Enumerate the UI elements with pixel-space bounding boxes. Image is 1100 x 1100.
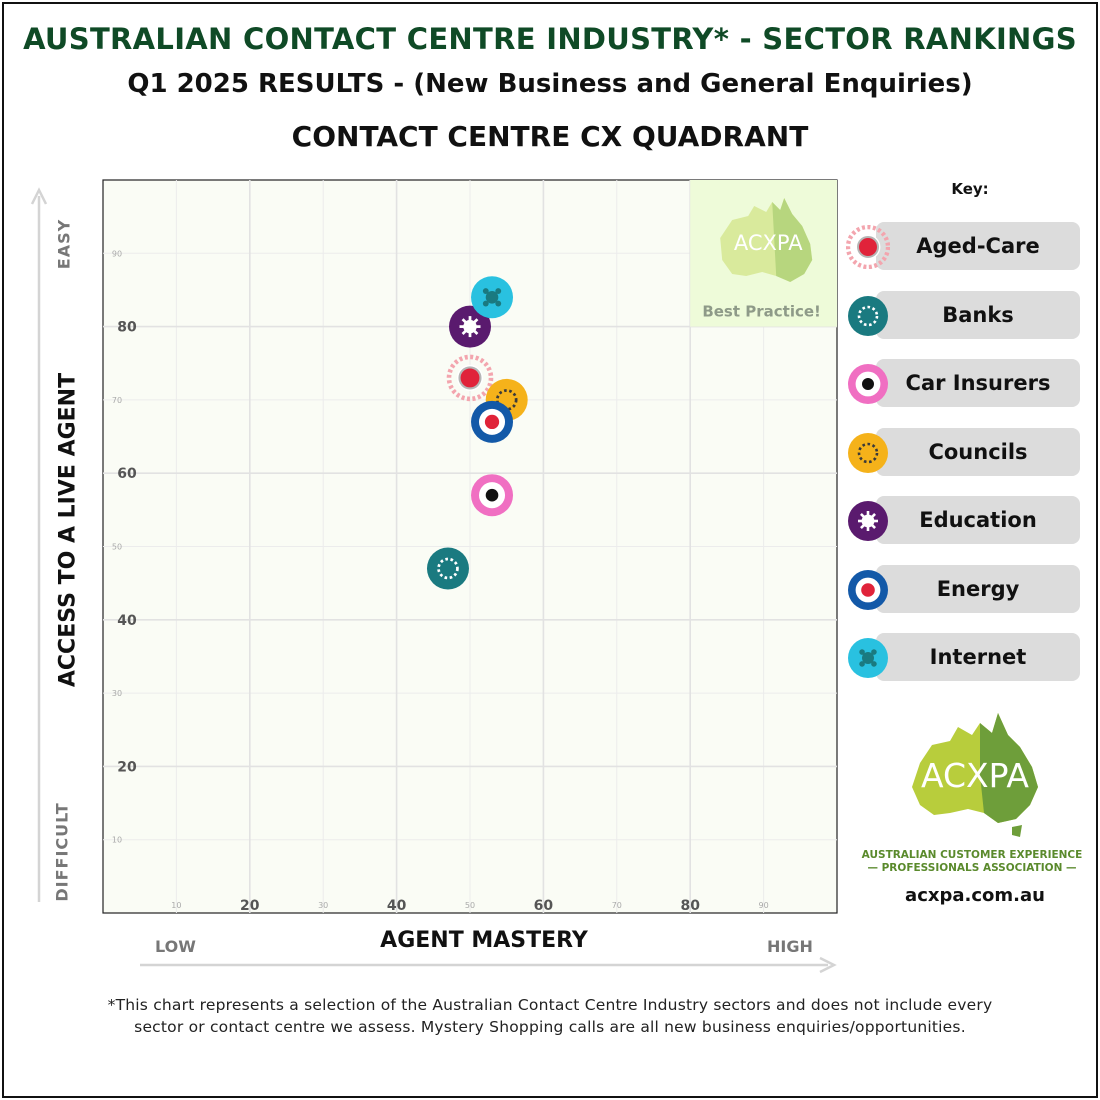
acxpa-logo: ACXPA xyxy=(912,713,1038,837)
legend-pill xyxy=(876,427,1080,476)
legend-label: Car Insurers xyxy=(905,371,1051,395)
y-minor-tick-label: 90 xyxy=(112,249,122,258)
data-point-aged-care xyxy=(446,354,494,402)
legend-pill xyxy=(876,633,1080,681)
best-practice-logo-text: ACXPA xyxy=(734,231,803,255)
chart-subtitle: Q1 2025 RESULTS - (New Business and Gene… xyxy=(127,69,973,99)
data-point-banks xyxy=(426,547,469,590)
internet-icon-shape xyxy=(848,638,888,678)
aged-care-icon-shape xyxy=(846,225,890,269)
best-practice-label: Best Practice! xyxy=(702,303,821,321)
organisation-name: AUSTRALIAN CUSTOMER EXPERIENCE — PROFESS… xyxy=(861,849,1083,874)
chart-title: AUSTRALIAN CONTACT CENTRE INDUSTRY* - SE… xyxy=(23,22,1077,56)
y-tick-label: 80 xyxy=(117,320,137,336)
legend-item: Education xyxy=(846,496,1082,546)
legend-item: Aged-Care xyxy=(846,222,1082,272)
chart-heading: CONTACT CENTRE CX QUADRANT xyxy=(291,120,809,153)
x-axis-low-label: LOW xyxy=(155,937,196,956)
internet-icon xyxy=(848,638,888,678)
x-tick-label: 20 xyxy=(240,898,260,914)
banks-icon xyxy=(848,295,888,336)
best-practice-map-icon xyxy=(720,198,813,282)
education-icon xyxy=(848,501,888,541)
legend-label: Internet xyxy=(929,645,1027,669)
y-axis-easy-label: EASY xyxy=(54,218,74,270)
councils-icon-shape xyxy=(848,432,888,473)
legend-item: Councils xyxy=(846,427,1082,478)
data-point-education xyxy=(449,305,491,348)
legend-label: Banks xyxy=(942,302,1014,327)
y-minor-tick-label: 30 xyxy=(112,689,122,698)
aged-care-icon xyxy=(846,225,890,269)
x-axis-label: AGENT MASTERY xyxy=(380,928,588,953)
legend-label: Councils xyxy=(928,439,1028,464)
x-tick-label: 40 xyxy=(387,898,407,914)
councils-icon xyxy=(848,432,888,473)
y-minor-tick-label: 10 xyxy=(112,836,122,845)
legend-pill xyxy=(876,564,1080,613)
x-minor-tick-label: 10 xyxy=(171,901,181,910)
best-practice-map-shade xyxy=(772,198,813,282)
energy-icon-shape xyxy=(848,569,888,610)
data-point-energy xyxy=(471,400,514,443)
data-point-internet xyxy=(471,276,514,319)
education-icon-shape xyxy=(848,501,888,541)
y-axis-difficult-label: DIFFICULT xyxy=(52,802,72,902)
y-axis-label: ACCESS TO A LIVE AGENT xyxy=(55,372,81,688)
x-axis-high-label: HIGH xyxy=(767,937,813,956)
x-tick-label: 60 xyxy=(534,898,554,914)
car-insurers-icon xyxy=(848,364,888,404)
x-minor-tick-label: 70 xyxy=(612,901,622,910)
legend-item: Car Insurers xyxy=(846,359,1082,409)
legend-item: Internet xyxy=(846,633,1082,683)
x-minor-tick-label: 50 xyxy=(465,901,475,910)
legend-pill xyxy=(876,496,1080,544)
energy-icon xyxy=(848,569,888,610)
legend-item: Banks xyxy=(846,290,1082,341)
y-minor-tick-label: 50 xyxy=(112,543,122,552)
legend-label: Energy xyxy=(936,576,1020,601)
legend-label: Aged-Care xyxy=(916,234,1040,258)
legend-item: Energy xyxy=(846,564,1082,615)
legend-pill xyxy=(876,359,1080,407)
x-minor-tick-label: 30 xyxy=(318,901,328,910)
data-point-car-insurers xyxy=(471,474,514,517)
legend-title: Key: xyxy=(951,180,989,198)
x-minor-tick-label: 90 xyxy=(759,901,769,910)
car-insurers-icon-shape xyxy=(848,364,888,404)
website-link[interactable]: acxpa.com.au xyxy=(905,885,1045,906)
y-tick-label: 20 xyxy=(117,759,137,775)
banks-icon-shape xyxy=(848,295,888,336)
legend-label: Education xyxy=(919,508,1037,532)
x-tick-label: 80 xyxy=(680,898,700,914)
y-axis-arrowhead xyxy=(30,187,48,205)
legend-pill xyxy=(876,290,1080,339)
y-tick-label: 60 xyxy=(117,466,137,482)
x-axis-arrowhead xyxy=(819,956,837,974)
logo-text: ACXPA xyxy=(921,756,1029,795)
legend-pill xyxy=(876,222,1080,270)
y-tick-label: 40 xyxy=(117,613,137,629)
footnote: *This chart represents a selection of th… xyxy=(107,996,993,1036)
y-minor-tick-label: 70 xyxy=(112,396,122,405)
